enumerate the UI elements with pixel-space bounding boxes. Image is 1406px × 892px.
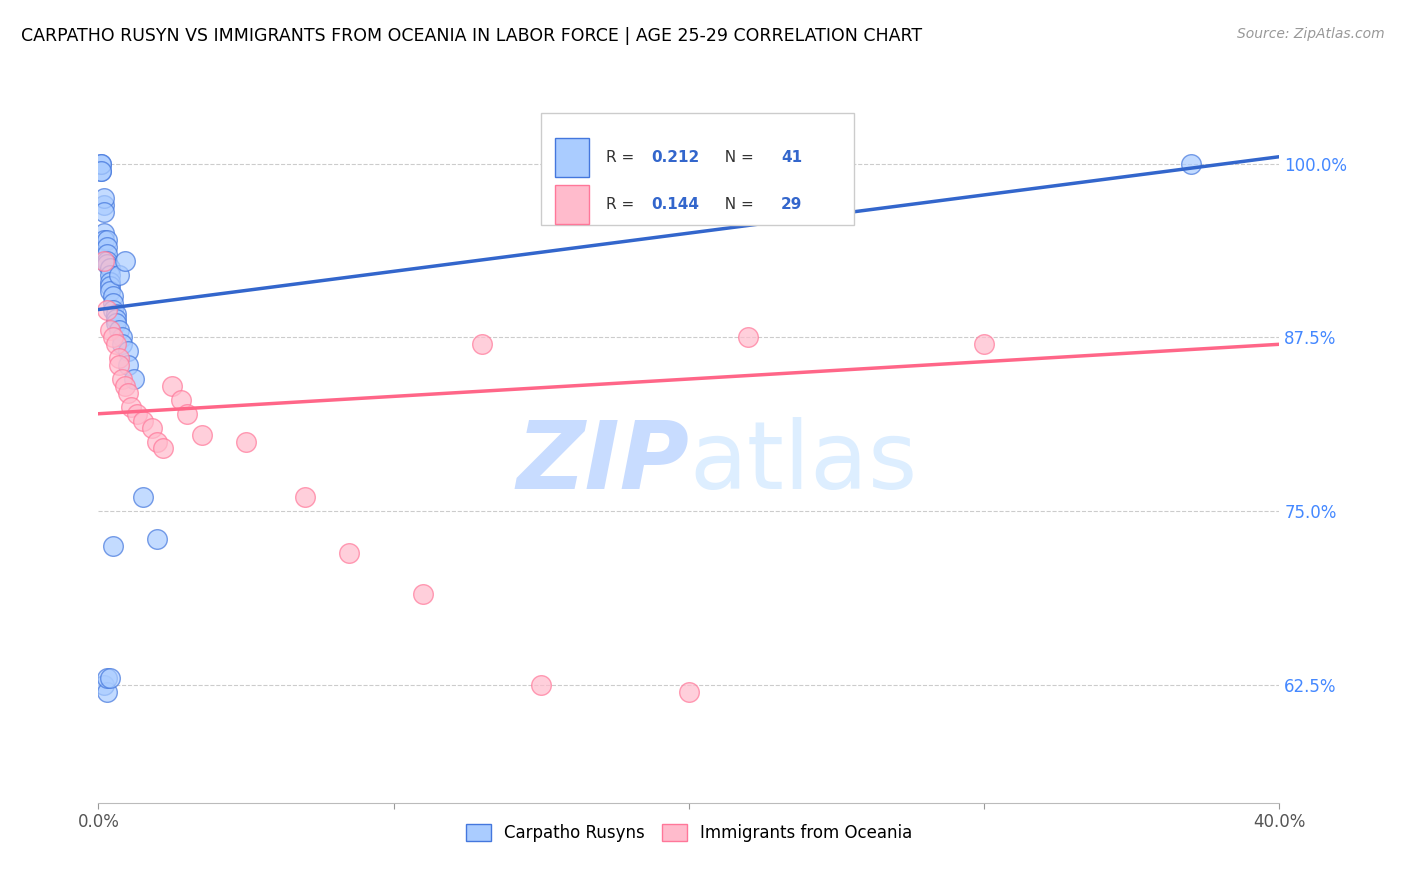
Point — [191, 427, 214, 442]
Point — [530, 678, 553, 692]
Text: CARPATHO RUSYN VS IMMIGRANTS FROM OCEANIA IN LABOR FORCE | AGE 25-29 CORRELATION: CARPATHO RUSYN VS IMMIGRANTS FROM OCEANI… — [21, 27, 922, 45]
Point — [235, 434, 257, 449]
Point — [1180, 156, 1202, 170]
Text: atlas: atlas — [689, 417, 917, 509]
Point — [132, 414, 155, 428]
FancyBboxPatch shape — [541, 112, 855, 225]
Point — [105, 307, 128, 321]
Text: 41: 41 — [782, 150, 803, 165]
Point — [93, 678, 115, 692]
Text: Source: ZipAtlas.com: Source: ZipAtlas.com — [1237, 27, 1385, 41]
Point — [108, 323, 131, 337]
FancyBboxPatch shape — [555, 185, 589, 225]
Point — [105, 337, 128, 351]
Point — [111, 372, 134, 386]
Point — [98, 275, 121, 289]
Point — [103, 288, 125, 302]
Point — [152, 442, 174, 456]
Point — [108, 358, 131, 372]
Point — [96, 257, 118, 271]
Point — [105, 317, 128, 331]
Text: R =: R = — [606, 150, 640, 165]
Point — [111, 337, 134, 351]
Text: N =: N = — [714, 197, 759, 212]
Text: N =: N = — [714, 150, 759, 165]
Point — [90, 156, 112, 170]
Text: 29: 29 — [782, 197, 803, 212]
Point — [146, 434, 169, 449]
Point — [98, 279, 121, 293]
Point — [98, 285, 121, 299]
Point — [117, 385, 139, 400]
FancyBboxPatch shape — [555, 137, 589, 178]
Point — [90, 163, 112, 178]
Point — [96, 671, 118, 685]
Point — [96, 253, 118, 268]
Text: R =: R = — [606, 197, 640, 212]
Point — [93, 226, 115, 240]
Point — [170, 392, 193, 407]
Point — [125, 407, 148, 421]
Point — [93, 191, 115, 205]
Point — [98, 323, 121, 337]
Point — [176, 407, 198, 421]
Point — [339, 546, 361, 560]
Point — [98, 671, 121, 685]
Point — [98, 260, 121, 275]
Point — [93, 198, 115, 212]
Text: ZIP: ZIP — [516, 417, 689, 509]
Point — [146, 532, 169, 546]
Point — [90, 163, 112, 178]
Legend: Carpatho Rusyns, Immigrants from Oceania: Carpatho Rusyns, Immigrants from Oceania — [460, 817, 918, 848]
Point — [96, 302, 118, 317]
Point — [678, 684, 700, 698]
Point — [114, 379, 136, 393]
Point — [973, 337, 995, 351]
Point — [103, 302, 125, 317]
Point — [471, 337, 494, 351]
Point — [108, 268, 131, 282]
Point — [96, 684, 118, 698]
Point — [96, 233, 118, 247]
Point — [103, 295, 125, 310]
Text: 0.212: 0.212 — [651, 150, 699, 165]
Point — [294, 490, 316, 504]
Point — [103, 330, 125, 344]
Point — [98, 268, 121, 282]
Point — [117, 344, 139, 359]
Point — [141, 420, 163, 434]
Point — [737, 330, 759, 344]
Point — [103, 539, 125, 553]
Point — [93, 205, 115, 219]
Point — [120, 400, 142, 414]
Point — [108, 351, 131, 366]
Text: 0.144: 0.144 — [651, 197, 699, 212]
Point — [93, 253, 115, 268]
Point — [90, 156, 112, 170]
Point — [412, 587, 434, 601]
Point — [162, 379, 183, 393]
Point — [96, 240, 118, 254]
Point — [132, 490, 155, 504]
Point — [96, 247, 118, 261]
Point — [93, 233, 115, 247]
Point — [111, 330, 134, 344]
Point — [122, 372, 145, 386]
Point — [105, 312, 128, 326]
Point — [114, 253, 136, 268]
Point — [117, 358, 139, 372]
